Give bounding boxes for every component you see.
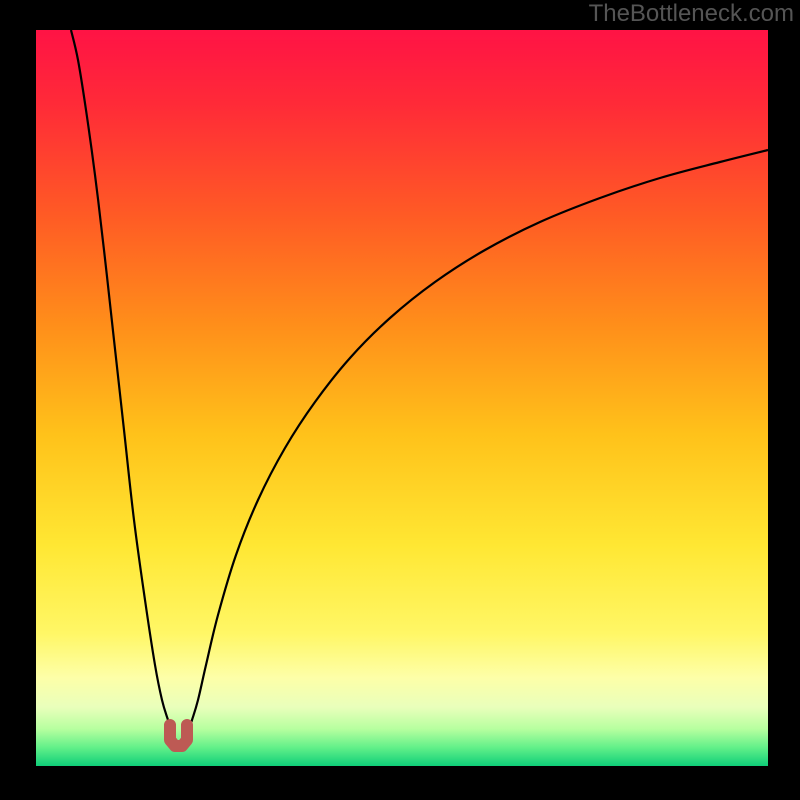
gradient-plot-area (36, 30, 768, 766)
chart-container: { "watermark": { "text": "TheBottleneck.… (0, 0, 800, 800)
watermark-text: TheBottleneck.com (589, 0, 794, 28)
bottleneck-chart (0, 0, 800, 800)
